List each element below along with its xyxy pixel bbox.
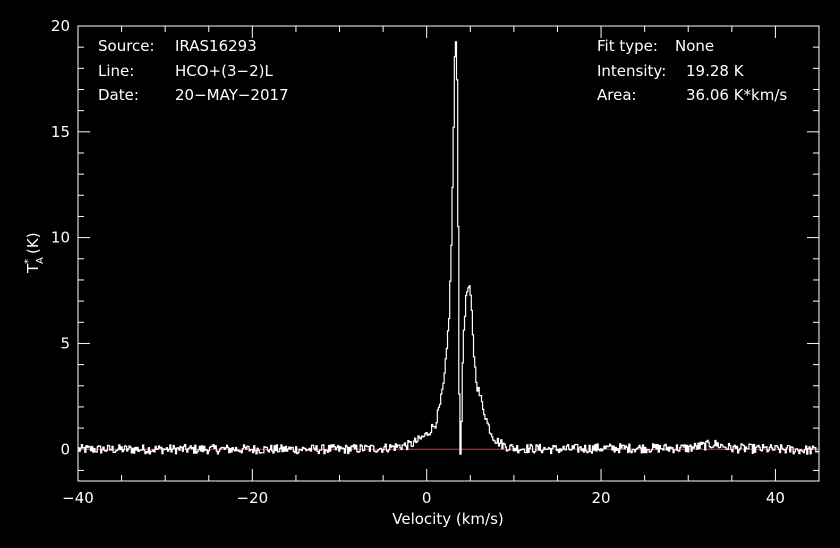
y-axis-title-sup: *: [23, 259, 34, 264]
area-label: Area:: [597, 86, 637, 104]
intensity-label: Intensity:: [597, 62, 666, 80]
date-value: 20−MAY−2017: [175, 86, 289, 104]
x-tick-label: 20: [592, 489, 611, 507]
y-tick-label: 20: [51, 17, 70, 35]
y-axis-title: T * A (K): [23, 232, 46, 274]
x-tick-label: −20: [237, 489, 269, 507]
spectrum-series-line: [78, 41, 819, 455]
y-tick-label: 15: [51, 123, 70, 141]
plot-frame: [77, 25, 820, 482]
line-label: Line:: [98, 62, 134, 80]
y-axis-title-main: T: [24, 263, 42, 274]
intensity-value: 19.28 K: [686, 62, 745, 80]
date-label: Date:: [98, 86, 139, 104]
y-tick-label: 5: [60, 334, 70, 352]
y-axis-title-unit: (K): [24, 232, 42, 254]
y-tick-label: 0: [60, 440, 70, 458]
fit-type-value: None: [675, 37, 714, 55]
axis-tick-labels: −40 −20 0 20 40 0 5 10 15 20: [51, 17, 785, 507]
x-axis-title: Velocity (km/s): [392, 510, 503, 528]
y-tick-label: 10: [51, 229, 70, 247]
x-tick-label: 0: [422, 489, 432, 507]
area-value: 36.06 K*km/s: [686, 86, 787, 104]
x-tick-label: −40: [62, 489, 94, 507]
source-value: IRAS16293: [175, 37, 257, 55]
line-value: HCO+(3−2)L: [175, 62, 273, 80]
fit-type-label: Fit type:: [597, 37, 658, 55]
source-label: Source:: [98, 37, 155, 55]
x-tick-label: 40: [766, 489, 785, 507]
y-axis-title-sub: A: [35, 257, 46, 264]
